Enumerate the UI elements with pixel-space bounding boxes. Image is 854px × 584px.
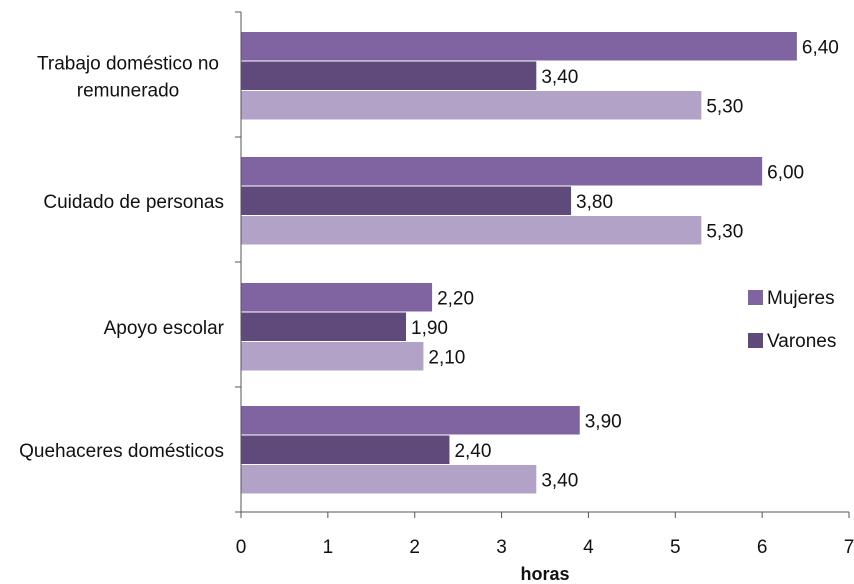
x-tick-label: 6 [757,537,768,558]
x-tick-label: 2 [409,537,420,558]
data-label: 6,40 [802,37,839,58]
data-label: 3,90 [585,411,622,432]
data-label: 3,40 [541,67,578,88]
bar [241,313,406,342]
category-label: remunerado [77,80,179,101]
category-label: Quehaceres domésticos [19,441,224,462]
legend-label: Mujeres [767,288,835,309]
bar [241,465,536,494]
data-label: 3,80 [576,192,613,213]
bar [241,157,762,186]
bar [241,91,701,120]
bar [241,216,701,245]
data-label: 2,10 [428,347,465,368]
bar [241,283,432,312]
bar [241,32,797,61]
x-tick-label: 4 [583,537,594,558]
data-label: 6,00 [767,162,804,183]
legend-swatch [748,333,763,348]
x-tick-label: 1 [323,537,334,558]
data-label: 2,40 [454,441,491,462]
category-label: Trabajo doméstico no [37,53,219,74]
x-tick-label: 7 [844,537,854,558]
data-label: 1,90 [411,318,448,339]
legend-swatch [748,290,763,305]
data-label: 2,20 [437,288,474,309]
bar [241,406,580,435]
data-label: 5,30 [706,96,743,117]
category-label: Apoyo escolar [104,318,225,339]
x-tick-label: 3 [496,537,507,558]
bar [241,342,423,371]
x-axis-title: horas [520,564,569,584]
legend: Mujeres Varones [748,288,836,352]
bar [241,187,571,216]
bar [241,436,449,465]
x-tick-label: 5 [670,537,681,558]
data-label: 5,30 [706,221,743,242]
data-label: 3,40 [541,470,578,491]
bar [241,62,536,91]
x-tick-label: 0 [236,537,247,558]
legend-label: Varones [767,331,836,352]
category-label: Cuidado de personas [43,192,224,213]
